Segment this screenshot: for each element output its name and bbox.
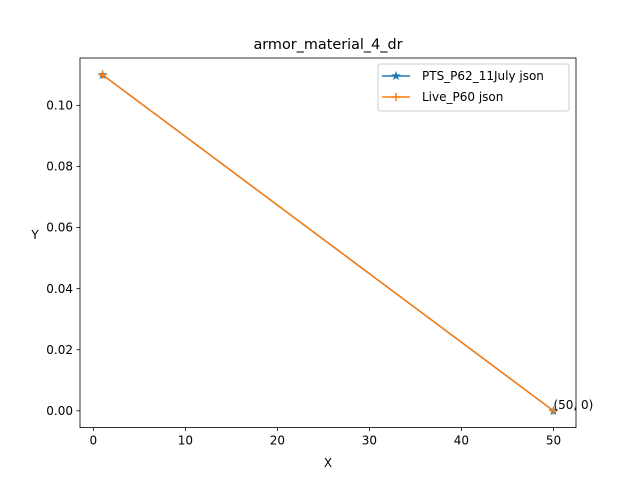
axis-ticks: 0 10 20 30 40 50 0.00 0.02 0.04 0.06 0.08 0.10 <box>46 99 561 448</box>
point-annotation: (50, 0) <box>553 398 593 412</box>
series-line-2 <box>102 74 554 412</box>
x-tick-label: 0 <box>90 434 98 448</box>
x-tick-label: 20 <box>270 434 285 448</box>
x-tick-label: 40 <box>454 434 469 448</box>
y-tick-label: 0.08 <box>46 160 73 174</box>
x-axis-label: X <box>324 456 332 470</box>
y-tick-label: 0.02 <box>46 343 73 357</box>
legend-label-1: PTS_P62_11July json <box>422 69 544 83</box>
chart-title: armor_material_4_dr <box>253 37 402 53</box>
y-tick-label: 0.04 <box>46 282 73 296</box>
data-point-series-2 <box>98 70 107 79</box>
data-point-series-2 <box>549 406 558 415</box>
axes-frame <box>79 57 577 429</box>
legend-marker-1 <box>391 70 401 81</box>
plot-area: (50, 0) <box>97 69 593 415</box>
legend-marker-2 <box>392 93 400 101</box>
y-tick-label: 0.06 <box>46 221 73 235</box>
x-tick-label: 30 <box>362 434 377 448</box>
y-tick-label: 0.00 <box>46 404 73 418</box>
y-axis-label: Y <box>30 228 39 242</box>
x-tick-label: 50 <box>546 434 561 448</box>
legend: PTS_P62_11July json Live_P60 json <box>377 63 570 112</box>
legend-box <box>377 63 570 112</box>
legend-label-2: Live_P60 json <box>422 90 503 104</box>
x-tick-label: 10 <box>178 434 193 448</box>
y-tick-label: 0.10 <box>46 99 73 113</box>
